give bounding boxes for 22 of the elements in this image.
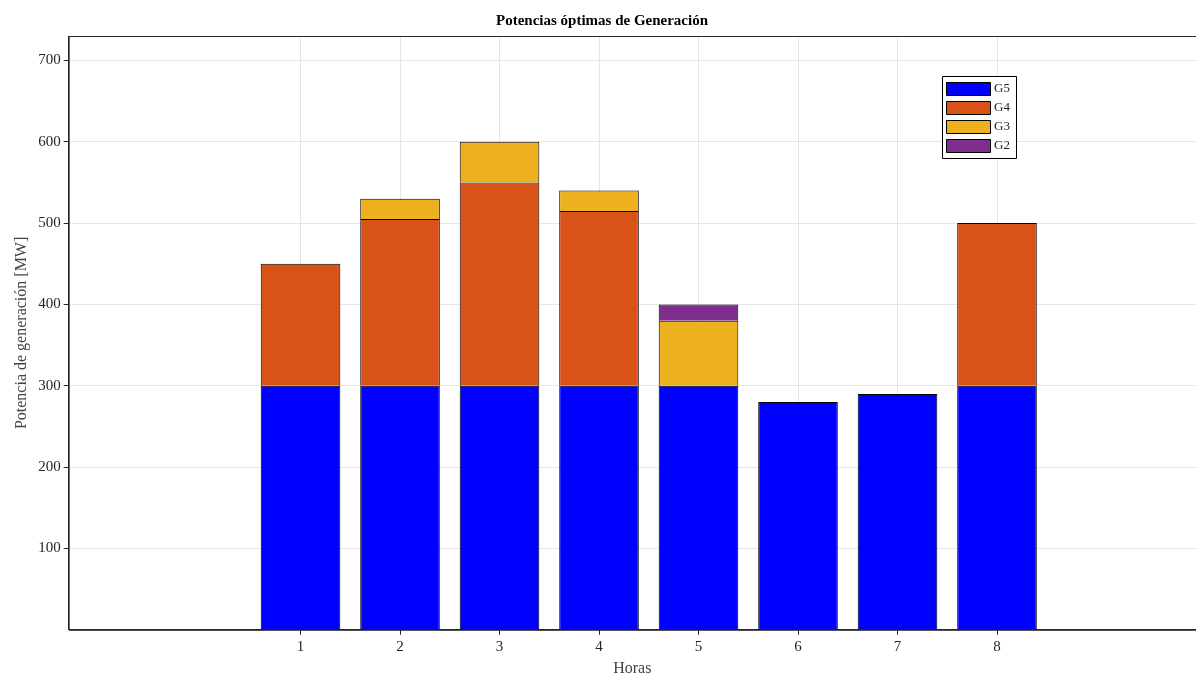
x-tick-label: 3: [495, 637, 504, 654]
y-tick-label: 300: [38, 376, 61, 393]
x-tick-label: 1: [296, 637, 305, 654]
x-tick-label: 6: [794, 637, 803, 654]
y-tick-label: 200: [38, 458, 61, 475]
legend-label: G5: [994, 79, 1010, 95]
chart-title: Potencias óptimas de Generación: [495, 11, 709, 28]
y-tick-label: 600: [38, 132, 61, 149]
legend-label: G2: [994, 136, 1010, 152]
legend-label: G3: [994, 117, 1010, 133]
y-tick-label: 100: [38, 539, 61, 556]
y-axis-title: Potencia de generación [MW]: [11, 236, 30, 430]
x-tick-label: 8: [993, 637, 1001, 654]
x-axis-title: Horas: [613, 658, 652, 676]
y-tick-label: 700: [38, 51, 61, 68]
x-tick-label: 7: [893, 637, 902, 654]
y-tick-label: 500: [38, 214, 61, 231]
x-tick-label: 2: [396, 637, 404, 654]
x-tick-label: 4: [595, 637, 604, 654]
legend-label: G4: [994, 98, 1011, 114]
x-tick-label: 5: [694, 637, 703, 654]
y-tick-label: 400: [38, 295, 61, 312]
